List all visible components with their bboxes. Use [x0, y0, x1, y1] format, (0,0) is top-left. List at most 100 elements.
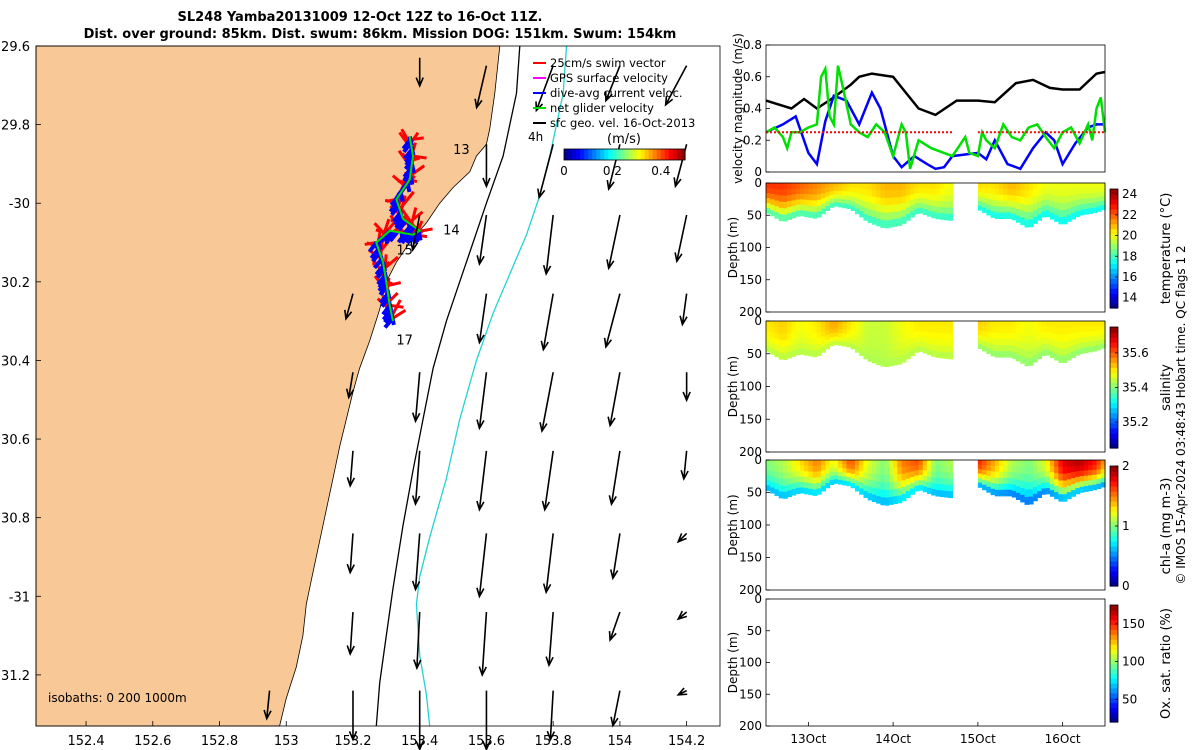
section-cell	[791, 332, 797, 340]
section-cell	[931, 465, 937, 473]
section-cell	[884, 190, 890, 199]
section-cell	[825, 469, 831, 475]
section-cell	[1049, 183, 1055, 190]
section-cell	[795, 465, 801, 472]
section-cell	[1024, 335, 1030, 344]
colorbar-segment	[1110, 678, 1118, 684]
colorbar-segment	[1110, 283, 1118, 289]
section-cell	[1003, 188, 1009, 196]
section-cell	[782, 491, 788, 499]
colorbar-segment	[1110, 392, 1118, 399]
section-cell	[770, 321, 776, 328]
section-cell	[1049, 200, 1055, 208]
section-cell	[901, 216, 907, 224]
map-y-tick-label: 29.6	[1, 40, 30, 55]
section-cell	[867, 479, 873, 488]
section-cell	[1003, 351, 1009, 358]
geo-velocity-arrow	[604, 65, 621, 103]
section-cell	[884, 343, 890, 352]
section-cell	[1049, 484, 1055, 491]
panel-tick-label: 50	[747, 486, 762, 500]
section-cell	[782, 353, 788, 361]
section-cell	[812, 212, 818, 219]
section-cell	[770, 188, 776, 195]
figure-title-line2: Dist. over ground: 85km. Dist. swum: 86k…	[83, 27, 677, 42]
section-cell	[871, 196, 877, 205]
section-cell	[1058, 189, 1064, 198]
geo-velocity-arrow	[482, 690, 491, 750]
section-cell	[884, 183, 890, 192]
colorbar-segment	[1110, 536, 1118, 542]
section-cell	[799, 210, 805, 217]
section-cell	[778, 346, 784, 354]
section-cell	[787, 466, 793, 473]
section-cell	[994, 489, 1000, 497]
section-cell	[880, 460, 886, 469]
section-cell	[1011, 472, 1017, 480]
map-colorbar-segment	[648, 149, 654, 160]
section-cell	[782, 479, 788, 487]
section-cell	[1028, 190, 1034, 199]
section-cell	[977, 192, 983, 198]
colorbar-segment	[1110, 511, 1118, 517]
section-cell	[977, 464, 983, 470]
section-cell	[893, 350, 898, 359]
section-cell	[1028, 343, 1034, 352]
velocity-series-line	[765, 70, 1106, 117]
section-cell	[922, 198, 928, 205]
colorbar-segment	[1110, 566, 1118, 572]
panel-tick-label: 150	[739, 412, 762, 426]
section-cell	[999, 206, 1004, 214]
section-cell	[897, 467, 903, 475]
section-cell	[1088, 203, 1093, 209]
section-cell	[939, 460, 945, 467]
current-vector	[392, 211, 403, 223]
section-cell	[910, 321, 915, 328]
section-cell	[1079, 188, 1085, 195]
section-cell	[1058, 348, 1064, 357]
section-cell	[905, 189, 911, 196]
section-cell	[901, 473, 907, 481]
section-cell	[854, 188, 860, 194]
section-cell	[918, 321, 924, 327]
section-cell	[846, 329, 852, 335]
section-cell	[867, 327, 873, 335]
section-cell	[948, 189, 954, 196]
section-cell	[1041, 349, 1047, 356]
section-cell	[888, 350, 894, 359]
section-cell	[986, 465, 992, 472]
section-cell	[850, 192, 856, 198]
section-cell	[1041, 465, 1047, 472]
section-cell	[787, 183, 793, 190]
section-cell	[1037, 478, 1043, 486]
section-cell	[1054, 353, 1059, 361]
section-cell	[1020, 183, 1026, 191]
colorbar-segment	[1110, 382, 1118, 389]
legend-entry: sfc geo. vel. 16-Oct-2013	[550, 116, 695, 130]
section-cell	[833, 463, 839, 469]
section-cell	[854, 470, 860, 477]
section-cell	[812, 471, 818, 479]
section-cell	[1011, 466, 1017, 473]
geo-velocity-arrow	[413, 611, 422, 671]
section-cell	[867, 334, 873, 342]
colorbar-segment	[1110, 223, 1118, 230]
section-cell	[1092, 202, 1098, 209]
section-cell	[1088, 198, 1093, 204]
section-cell	[825, 196, 831, 202]
section-cell	[859, 488, 865, 495]
section-cell	[884, 351, 890, 360]
section-cell	[816, 194, 822, 201]
section-cell	[982, 192, 987, 199]
section-cell	[1096, 483, 1102, 490]
section-cell	[1088, 475, 1093, 481]
current-vector	[403, 148, 414, 160]
section-cell	[842, 333, 848, 339]
section-cell	[842, 476, 848, 482]
section-cell	[770, 487, 776, 494]
section-cell	[910, 211, 915, 218]
section-cell	[1083, 326, 1089, 333]
section-cell	[782, 208, 788, 216]
section-cell	[774, 183, 780, 190]
section-cell	[982, 469, 987, 476]
